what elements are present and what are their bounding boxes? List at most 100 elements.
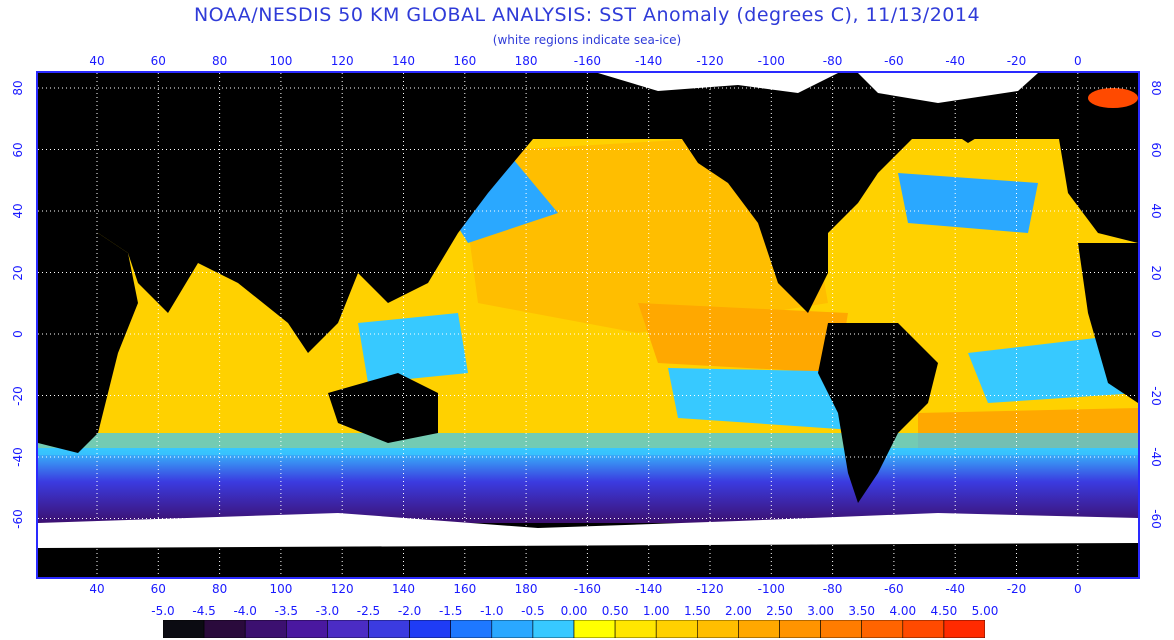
lat-tick-right: 80	[1149, 80, 1163, 96]
lon-tick-top: 140	[392, 54, 415, 68]
colorbar-label: -3.5	[274, 604, 298, 618]
lon-tick-bottom: 40	[89, 582, 105, 596]
colorbar-swatch	[696, 620, 739, 638]
colorbar-label: 3.00	[807, 604, 834, 618]
lon-tick-bottom: 120	[330, 582, 354, 596]
colorbar-label: -5.0	[151, 604, 175, 618]
lat-tick-left: -40	[11, 447, 25, 467]
lon-tick-bottom: -60	[884, 582, 904, 596]
colorbar-swatch	[738, 620, 780, 638]
lon-tick-top: -40	[945, 54, 965, 68]
lon-tick-top: -160	[573, 54, 601, 68]
lon-tick-bottom: 60	[150, 582, 166, 596]
lat-tick-right: 40	[1149, 203, 1163, 219]
lon-tick-top: -140	[635, 54, 663, 68]
colorbar-label: 1.50	[683, 604, 711, 618]
land-north-america	[658, 73, 918, 313]
colorbar-swatch	[779, 620, 821, 638]
lat-tick-left: 80	[11, 80, 25, 96]
lat-tick-right: 60	[1149, 141, 1163, 158]
lat-tick-right: -40	[1149, 447, 1163, 467]
lon-tick-bottom: -20	[1006, 582, 1027, 596]
colorbar-label: -2.5	[356, 604, 381, 618]
warm-greenland-sea	[1088, 88, 1138, 108]
warm-east-pacific	[638, 303, 848, 373]
colorbar-label: -1.0	[480, 604, 504, 618]
colorbar-label: -1.5	[438, 604, 463, 618]
lat-tick-left: -60	[11, 508, 25, 529]
colorbar-swatch	[614, 620, 657, 638]
colorbar-swatch	[327, 620, 369, 638]
colorbar	[163, 620, 985, 638]
colorbar-label: 5.00	[971, 604, 999, 618]
lon-tick-top: -120	[696, 54, 724, 68]
lon-tick-bottom: -140	[635, 582, 663, 596]
colorbar-swatch	[655, 620, 698, 638]
lon-tick-top: 120	[330, 54, 354, 68]
colorbar-swatch	[532, 620, 575, 638]
lon-tick-bottom: 80	[211, 582, 228, 596]
lat-tick-left: 0	[11, 330, 25, 338]
lon-tick-top: -60	[884, 54, 904, 68]
lon-tick-bottom: 100	[269, 582, 293, 596]
lon-tick-bottom: 160	[453, 582, 477, 596]
land-eurasia	[38, 73, 648, 353]
lon-tick-top: -100	[757, 54, 785, 68]
lon-tick-bottom: -120	[696, 582, 724, 596]
colorbar-label: 1.00	[642, 604, 670, 618]
lat-tick-left: 20	[11, 264, 25, 281]
sst-anomaly-map	[36, 71, 1140, 579]
lon-tick-top: -20	[1006, 54, 1027, 68]
colorbar-label: 0.00	[560, 604, 588, 618]
colorbar-swatch	[491, 620, 534, 638]
colorbar-swatch	[943, 620, 985, 638]
lat-tick-right: 0	[1149, 330, 1163, 338]
colorbar-label: 3.50	[848, 604, 876, 618]
colorbar-label: 2.50	[766, 604, 793, 618]
colorbar-swatch	[409, 620, 452, 638]
lon-tick-bottom: 180	[514, 582, 538, 596]
colorbar-swatch	[820, 620, 862, 638]
lon-tick-top: 60	[150, 54, 166, 68]
southern-ocean-cyan	[38, 433, 1138, 455]
colorbar-label: -4.0	[233, 604, 257, 618]
cool-south-atlantic	[968, 333, 1138, 403]
colorbar-label: -3.0	[315, 604, 340, 618]
lon-tick-top: 0	[1073, 54, 1082, 68]
lon-tick-bottom: -80	[822, 582, 843, 596]
land-africa	[38, 193, 138, 453]
colorbar-label: 0.50	[601, 604, 629, 618]
lon-tick-top: 100	[269, 54, 293, 68]
lat-tick-right: -60	[1149, 508, 1163, 529]
cool-north-atlantic	[898, 173, 1038, 233]
lon-tick-top: 40	[89, 54, 105, 68]
colorbar-label: 4.00	[889, 604, 917, 618]
colorbar-swatch	[573, 620, 616, 638]
lat-tick-right: 20	[1149, 264, 1163, 281]
sea-ice-arctic-2	[858, 73, 1038, 103]
graticule	[38, 73, 1138, 577]
colorbar-label: -2.0	[397, 604, 422, 618]
colorbar-swatch	[902, 620, 945, 638]
colorbar-label: -0.5	[521, 604, 545, 618]
colorbar-swatch	[203, 620, 246, 638]
lat-tick-left: 60	[11, 141, 25, 158]
colorbar-label: -4.5	[192, 604, 216, 618]
lon-tick-top: 180	[514, 54, 538, 68]
lon-tick-bottom: -100	[757, 582, 785, 596]
lon-tick-bottom: -160	[573, 582, 601, 596]
land-south-america	[818, 323, 938, 503]
lon-tick-top: -80	[822, 54, 843, 68]
colorbar-label: 2.00	[725, 604, 752, 618]
colorbar-swatch	[163, 620, 205, 638]
lat-tick-right: -20	[1149, 385, 1163, 406]
colorbar-swatch	[450, 620, 493, 638]
lon-tick-top: 160	[453, 54, 477, 68]
colorbar-label: 4.50	[930, 604, 958, 618]
land-europe	[1058, 133, 1138, 243]
map-title: NOAA/NESDIS 50 KM GLOBAL ANALYSIS: SST A…	[193, 4, 981, 26]
land-africa-east	[1078, 243, 1138, 403]
map-subtitle: (white regions indicate sea-ice)	[492, 33, 682, 47]
sea-ice-antarctic	[38, 513, 1138, 548]
colorbar-swatch	[861, 620, 904, 638]
